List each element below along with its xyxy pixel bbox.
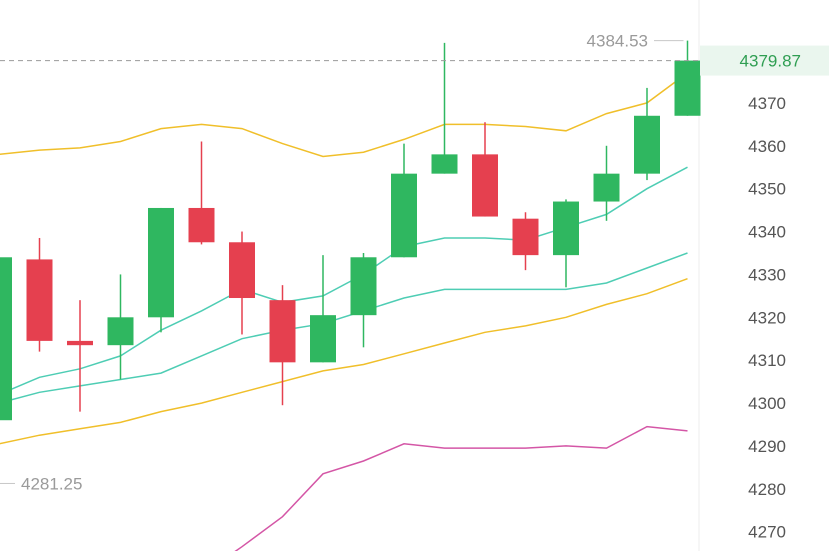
candle: [512, 212, 539, 271]
candle: [148, 207, 174, 333]
max-annotation-label: 4384.53: [587, 32, 648, 51]
upper-band-line: [0, 72, 688, 158]
candle-body: [593, 173, 620, 202]
lower-band-line: [0, 277, 688, 445]
candle: [472, 122, 498, 217]
candle: [593, 145, 620, 221]
candle: [26, 237, 53, 352]
candle: [67, 300, 93, 412]
candle-body: [391, 173, 417, 258]
candle: [391, 143, 417, 258]
ma-short-line: [0, 166, 688, 395]
price-axis: 4370 4360 4350 4340 4330 4320 4310 4300 4290 4280…: [748, 94, 786, 542]
candle-body: [350, 257, 377, 316]
candle: [0, 257, 12, 421]
candle: [553, 199, 579, 288]
candle-body: [431, 154, 458, 174]
candle: [674, 40, 701, 116]
lower-line-line: [234, 425, 688, 551]
candle-body: [0, 257, 12, 421]
ma-long-line: [0, 252, 688, 404]
candle-body: [674, 60, 701, 116]
last-price-box: [700, 45, 829, 76]
candle-body: [512, 218, 539, 256]
candle-body: [310, 315, 336, 363]
candle-body: [67, 340, 93, 346]
min-annotation-label: 4281.25: [21, 474, 82, 493]
last-price-label: 4379.87: [740, 52, 801, 71]
y-tick-label: 4330: [748, 265, 786, 284]
candle: [107, 274, 134, 380]
candle-body: [269, 300, 296, 363]
candle-body: [188, 207, 215, 243]
candle-body: [229, 242, 255, 299]
y-tick-label: 4310: [748, 351, 786, 370]
candle: [229, 231, 255, 335]
y-tick-label: 4340: [748, 223, 786, 242]
candle-body: [107, 317, 134, 346]
y-tick-label: 4270: [748, 523, 786, 542]
y-tick-label: 4320: [748, 308, 786, 327]
y-tick-label: 4280: [748, 480, 786, 499]
candles: [0, 40, 701, 421]
y-tick-label: 4290: [748, 437, 786, 456]
candle: [269, 285, 296, 406]
candle: [431, 42, 458, 174]
candle-body: [148, 207, 174, 318]
y-tick-label: 4360: [748, 137, 786, 156]
y-tick-label: 4350: [748, 180, 786, 199]
candle-body: [26, 259, 53, 341]
candle-body: [472, 154, 498, 217]
y-tick-label: 4300: [748, 394, 786, 413]
candle: [634, 87, 660, 181]
candle: [350, 252, 377, 348]
candle-body: [634, 115, 660, 174]
candle: [310, 255, 336, 363]
indicator-lines: [0, 72, 688, 551]
candle: [188, 141, 215, 245]
candle-body: [553, 201, 579, 256]
y-tick-label: 4370: [748, 94, 786, 113]
